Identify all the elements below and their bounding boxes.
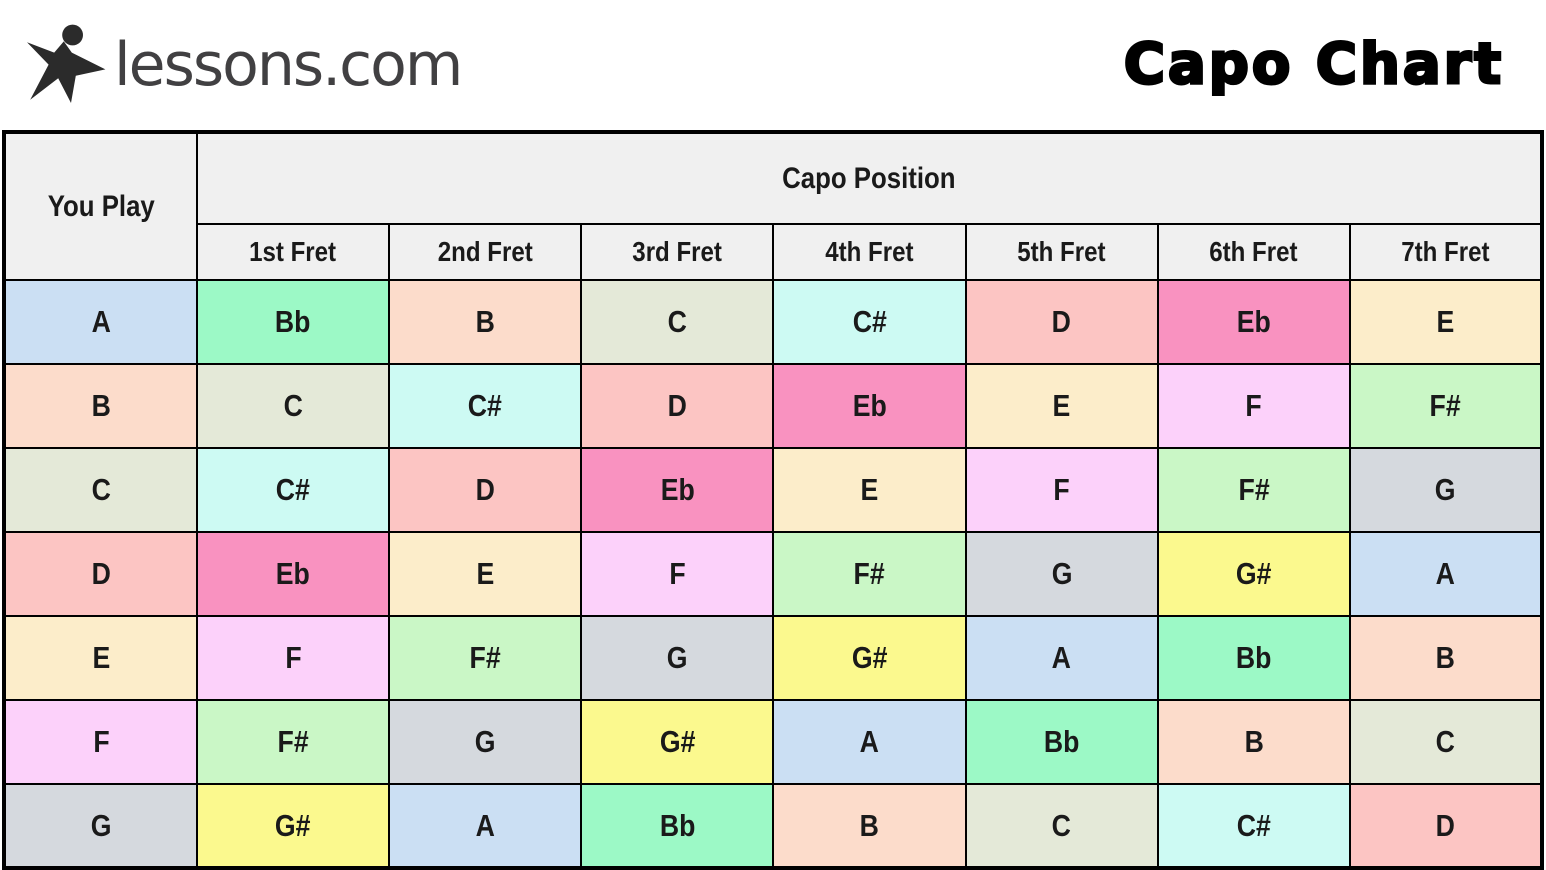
chord-cell: F# (1156, 447, 1351, 533)
table-row: G G# A Bb B C C# D (3, 783, 1544, 869)
chord-cell: C# (1156, 783, 1351, 869)
you-play-note: G (3, 783, 198, 869)
chord-cell: A (964, 615, 1159, 701)
fret-column-header: 1st Fret (195, 223, 391, 281)
logo-text: lessons.com (114, 30, 463, 100)
star-person-icon (27, 24, 106, 103)
chord-cell: D (1348, 783, 1544, 869)
table-header: You Play Capo Position 1st Fret 2nd Fret… (3, 131, 1544, 281)
chord-cell: D (388, 447, 583, 533)
chord-cell: G (964, 531, 1159, 617)
chord-cell: Bb (195, 279, 391, 365)
lessons-logo: lessons.com (24, 24, 463, 103)
chord-cell: C (964, 783, 1159, 869)
chord-cell: G (580, 615, 775, 701)
chord-cell: C# (388, 363, 583, 449)
chord-cell: C# (772, 279, 967, 365)
fret-column-header: 4th Fret (772, 223, 967, 281)
chord-cell: F# (195, 699, 391, 785)
chord-cell: G (1348, 447, 1544, 533)
you-play-note: F (3, 699, 198, 785)
chord-cell: B (772, 783, 967, 869)
fret-column-header: 2nd Fret (388, 223, 583, 281)
chord-cell: G# (195, 783, 391, 869)
chord-cell: C (1348, 699, 1544, 785)
fret-column-header: 6th Fret (1156, 223, 1351, 281)
chord-cell: Eb (1156, 279, 1351, 365)
table-body: A Bb B C C# D Eb E B C C# D Eb E F F# C … (3, 279, 1544, 869)
chord-cell: D (964, 279, 1159, 365)
table-row: B C C# D Eb E F F# (3, 363, 1544, 449)
chord-cell: A (388, 783, 583, 869)
header-row-group: You Play Capo Position (3, 131, 1543, 281)
chord-cell: A (1348, 531, 1544, 617)
capo-position-header: Capo Position (196, 131, 1543, 225)
chord-cell: B (388, 279, 583, 365)
chord-cell: C# (195, 447, 391, 533)
table-row: F F# G G# A Bb B C (3, 699, 1544, 785)
chord-cell: Eb (195, 531, 391, 617)
chord-cell: Bb (964, 699, 1159, 785)
chord-cell: A (772, 699, 967, 785)
chord-cell: F# (772, 531, 967, 617)
chord-cell: G (388, 699, 583, 785)
chord-cell: G# (580, 699, 775, 785)
you-play-note: A (3, 279, 198, 365)
page-header: lessons.com Capo Chart (0, 0, 1546, 130)
you-play-note: D (3, 531, 198, 617)
chord-cell: G# (772, 615, 967, 701)
you-play-header: You Play (3, 131, 198, 281)
chord-cell: B (1156, 699, 1351, 785)
chord-cell: E (964, 363, 1159, 449)
chord-cell: G# (1156, 531, 1351, 617)
chord-cell: C (580, 279, 775, 365)
chord-cell: Eb (580, 447, 775, 533)
you-play-note: C (3, 447, 198, 533)
chord-cell: F# (388, 615, 583, 701)
chord-cell: F (580, 531, 775, 617)
chord-cell: B (1348, 615, 1544, 701)
chord-cell: E (772, 447, 967, 533)
header-row-frets: 1st Fret 2nd Fret 3rd Fret 4th Fret 5th … (4, 223, 1544, 281)
table-row: A Bb B C C# D Eb E (3, 279, 1544, 365)
chord-cell: F (964, 447, 1159, 533)
chord-cell: F (1156, 363, 1351, 449)
chord-cell: E (388, 531, 583, 617)
table-row: E F F# G G# A Bb B (3, 615, 1544, 701)
page-title: Capo Chart (1122, 32, 1504, 97)
you-play-note: E (3, 615, 198, 701)
chord-cell: Eb (772, 363, 967, 449)
table-row: C C# D Eb E F F# G (3, 447, 1544, 533)
table-row: D Eb E F F# G G# A (3, 531, 1544, 617)
chord-cell: D (580, 363, 775, 449)
capo-chart-table: You Play Capo Position 1st Fret 2nd Fret… (2, 130, 1544, 870)
fret-column-header: 7th Fret (1348, 223, 1544, 281)
you-play-note: B (3, 363, 198, 449)
fret-column-header: 3rd Fret (580, 223, 775, 281)
fret-column-header: 5th Fret (964, 223, 1159, 281)
chord-cell: Bb (1156, 615, 1351, 701)
chord-cell: Bb (580, 783, 775, 869)
chord-cell: F (195, 615, 391, 701)
chord-cell: F# (1348, 363, 1544, 449)
chord-cell: E (1348, 279, 1544, 365)
chord-cell: C (195, 363, 391, 449)
